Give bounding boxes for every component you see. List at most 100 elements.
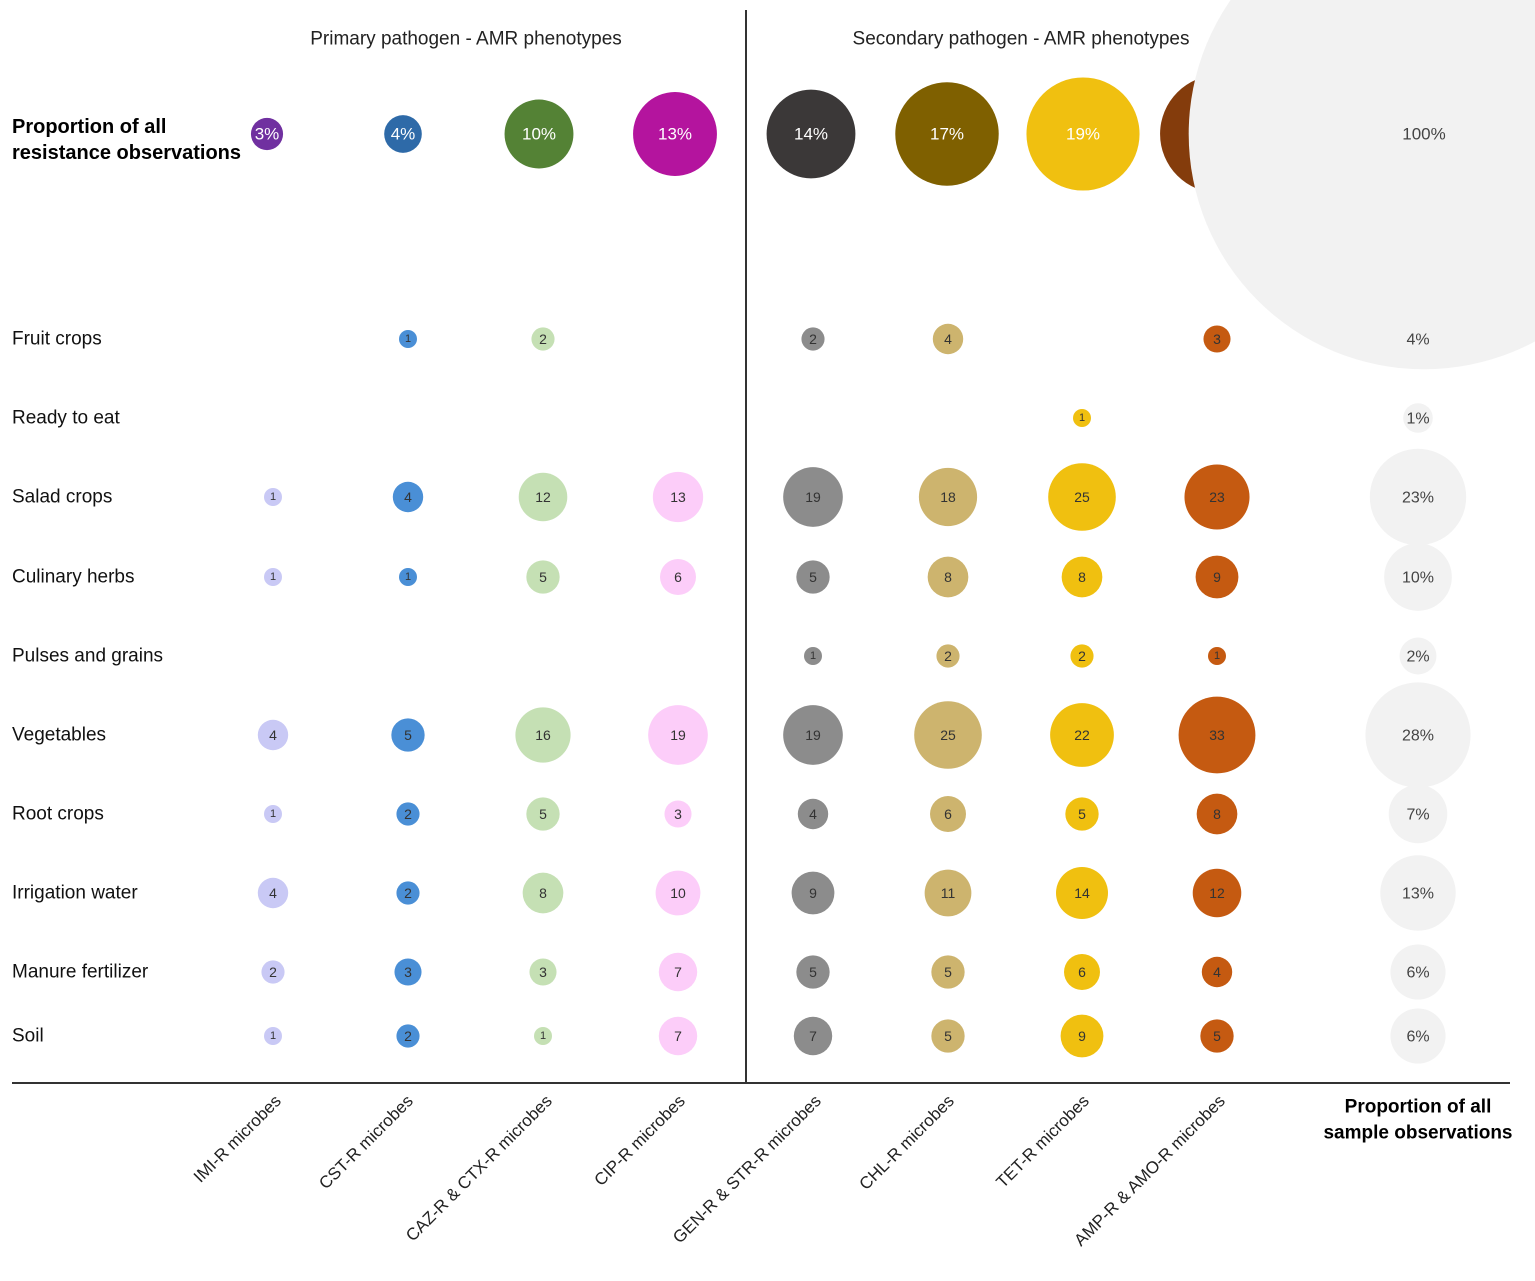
bubble-r3-c5	[927, 556, 969, 598]
bubble-label-r6-c5: 6	[944, 806, 952, 822]
bubble-label-r5-c2: 16	[535, 727, 551, 743]
bubble-r9-c7	[1200, 1019, 1234, 1053]
bubble-r4-c7	[1208, 647, 1226, 665]
bubble-r2-c2	[518, 472, 568, 522]
top-bubble-4	[766, 89, 856, 179]
bubble-label-r6-c1: 2	[404, 806, 412, 822]
bubble-label-r5-c4: 19	[805, 727, 821, 743]
bubble-r6-c3	[664, 800, 692, 828]
column-label-1: CST-R microbes	[315, 1091, 417, 1193]
column-label-7: AMP-R & AMO-R microbes	[1070, 1091, 1228, 1249]
bubble-label-r0-c2: 2	[539, 331, 547, 347]
bubble-label-r3-c7: 9	[1213, 569, 1221, 585]
bubble-label-r8-c6: 6	[1078, 964, 1086, 980]
bubble-label-r8-c5: 5	[944, 964, 952, 980]
bubble-label-r0-c1: 1	[405, 333, 411, 345]
bubble-label-r2-c5: 18	[940, 489, 956, 505]
bubble-label-r2-c7: 23	[1209, 489, 1225, 505]
bubble-label-r5-c7: 33	[1209, 727, 1225, 743]
total-bubble-0	[1394, 315, 1442, 363]
bubble-r0-c4	[801, 327, 825, 351]
bubble-label-r3-c5: 8	[944, 569, 952, 585]
bubble-label-r2-c2: 12	[535, 489, 551, 505]
bubble-r3-c2	[526, 560, 560, 594]
bubble-r8-c0	[261, 960, 285, 984]
bubble-label-r5-c6: 22	[1074, 727, 1090, 743]
top-bubble-5	[895, 82, 999, 186]
bubble-r6-c5	[930, 796, 966, 832]
bubble-label-r4-c4: 1	[810, 650, 816, 662]
total-bubble-9	[1390, 1008, 1446, 1064]
bubble-r6-c4	[797, 798, 829, 830]
bubble-r3-c4	[796, 560, 830, 594]
bubble-label-r6-c4: 4	[809, 806, 817, 822]
top-bubble-2	[504, 99, 574, 169]
bubble-r9-c0	[264, 1027, 282, 1045]
total-bubble-label-5: 28%	[1402, 728, 1434, 745]
top-row-label-line1: Proportion of all	[12, 116, 166, 138]
bubble-r3-c0	[264, 568, 282, 586]
row-label-3: Culinary herbs	[12, 567, 135, 588]
row-label-6: Root crops	[12, 804, 104, 825]
bubble-r2-c0	[264, 488, 282, 506]
right-column-label-line1: Proportion of all	[1345, 1097, 1492, 1118]
top-bubble-label-1: 4%	[391, 125, 416, 144]
top-bubble-label-5: 17%	[930, 125, 964, 144]
column-label-6: TET-R microbes	[993, 1091, 1093, 1191]
bubble-label-r3-c6: 8	[1078, 569, 1086, 585]
bubble-label-r7-c0: 4	[269, 885, 277, 901]
total-bubble-label-0: 4%	[1406, 332, 1429, 349]
bubble-label-r2-c4: 19	[805, 489, 821, 505]
bubble-label-r6-c2: 5	[539, 806, 547, 822]
top-bubble-1	[384, 115, 422, 153]
bubble-r2-c5	[918, 467, 978, 527]
bubble-label-r2-c3: 13	[670, 489, 686, 505]
total-bubble-label-3: 10%	[1402, 570, 1434, 587]
row-label-9: Soil	[12, 1026, 44, 1047]
bubble-r4-c5	[936, 644, 960, 668]
bubble-label-r1-c6: 1	[1079, 412, 1085, 424]
total-bubble-8	[1390, 944, 1446, 1000]
bubble-r7-c3	[655, 870, 701, 916]
bubble-r9-c5	[931, 1019, 965, 1053]
top-bubble-label-8: 100%	[1402, 125, 1445, 144]
total-bubble-4	[1399, 637, 1437, 675]
row-label-7: Irrigation water	[12, 883, 138, 904]
bubble-label-r7-c1: 2	[404, 885, 412, 901]
bubble-label-r2-c6: 25	[1074, 489, 1090, 505]
bubble-label-r7-c3: 10	[670, 885, 686, 901]
bubble-r7-c7	[1192, 868, 1242, 918]
column-label-3: CIP-R microbes	[591, 1091, 689, 1189]
bubble-label-r5-c0: 4	[269, 727, 277, 743]
bubble-r0-c1	[399, 330, 417, 348]
bubble-label-r0-c5: 4	[944, 331, 952, 347]
row-label-1: Ready to eat	[12, 408, 120, 429]
total-bubble-6	[1388, 784, 1448, 844]
bubble-r0-c5	[932, 323, 964, 355]
bubble-label-r2-c0: 1	[270, 491, 276, 503]
bubble-label-r5-c3: 19	[670, 727, 686, 743]
bubble-label-r9-c2: 1	[540, 1030, 546, 1042]
bubble-r3-c1	[399, 568, 417, 586]
bubble-label-r0-c4: 2	[809, 331, 817, 347]
bubble-r3-c6	[1061, 556, 1103, 598]
bubble-label-r3-c1: 1	[405, 571, 411, 583]
bubble-r6-c0	[264, 805, 282, 823]
bubble-r0-c7	[1203, 325, 1231, 353]
bubble-r5-c6	[1050, 703, 1114, 767]
top-bubble-0	[250, 117, 284, 151]
bubble-r8-c4	[796, 955, 830, 989]
row-label-8: Manure fertilizer	[12, 962, 149, 983]
bubble-r6-c2	[526, 797, 560, 831]
top-bubble-6	[1026, 77, 1140, 191]
bubble-label-r3-c3: 6	[674, 569, 682, 585]
bubble-r8-c6	[1064, 954, 1100, 990]
primary-section-title: Primary pathogen - AMR phenotypes	[310, 29, 622, 50]
top-bubble-label-0: 3%	[255, 125, 280, 144]
bubble-r2-c3	[652, 471, 704, 523]
bubble-label-r9-c3: 7	[674, 1028, 682, 1044]
total-bubble-label-4: 2%	[1406, 649, 1429, 666]
bubble-label-r7-c2: 8	[539, 885, 547, 901]
